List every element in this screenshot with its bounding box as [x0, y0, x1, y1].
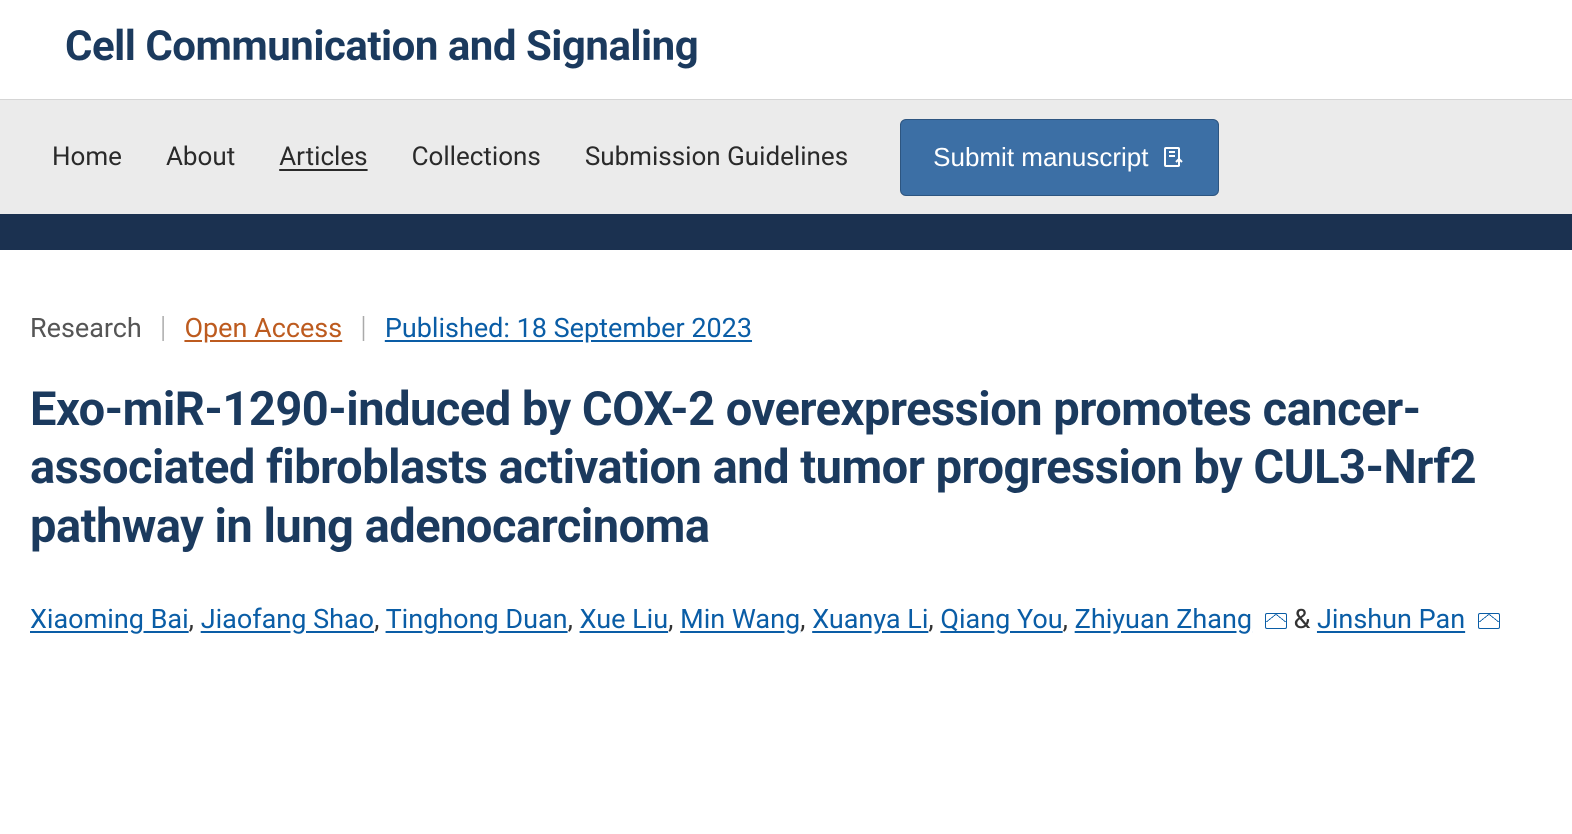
author-link[interactable]: Zhiyuan Zhang	[1075, 603, 1252, 635]
submit-manuscript-label: Submit manuscript	[933, 142, 1148, 173]
envelope-icon[interactable]	[1265, 613, 1287, 629]
article-content: Research | Open Access | Published: 18 S…	[0, 250, 1572, 673]
article-meta: Research | Open Access | Published: 18 S…	[30, 310, 1542, 345]
nav-submission-guidelines[interactable]: Submission Guidelines	[563, 100, 870, 214]
author-link[interactable]: Xiaoming Bai	[30, 603, 189, 635]
published-date-link[interactable]: Published: 18 September 2023	[385, 312, 752, 344]
author-link[interactable]: Qiang You	[940, 603, 1062, 635]
envelope-icon[interactable]	[1478, 613, 1500, 629]
author-link[interactable]: Xuanya Li	[812, 603, 928, 635]
meta-separator: |	[142, 310, 185, 345]
author-link[interactable]: Tinghong Duan	[386, 603, 568, 635]
nav-about[interactable]: About	[144, 100, 257, 214]
external-upload-icon	[1162, 145, 1186, 169]
open-access-link[interactable]: Open Access	[184, 312, 342, 344]
nav-home[interactable]: Home	[30, 100, 144, 214]
article-type: Research	[30, 312, 142, 344]
author-list: Xiaoming Bai, Jiaofang Shao, Tinghong Du…	[30, 596, 1542, 643]
main-nav: Home About Articles Collections Submissi…	[0, 99, 1572, 214]
submit-manuscript-button[interactable]: Submit manuscript	[900, 119, 1219, 196]
nav-articles[interactable]: Articles	[257, 100, 389, 214]
journal-title[interactable]: Cell Communication and Signaling	[65, 22, 1507, 71]
decorative-stripe	[0, 214, 1572, 250]
nav-collections[interactable]: Collections	[390, 100, 563, 214]
meta-separator: |	[342, 310, 385, 345]
article-title: Exo-miR-1290-induced by COX-2 overexpres…	[30, 381, 1540, 556]
journal-header: Cell Communication and Signaling	[0, 0, 1572, 99]
author-link[interactable]: Jinshun Pan	[1317, 603, 1465, 635]
author-link[interactable]: Xue Liu	[580, 603, 669, 635]
author-link[interactable]: Min Wang	[680, 603, 800, 635]
author-link[interactable]: Jiaofang Shao	[201, 603, 374, 635]
